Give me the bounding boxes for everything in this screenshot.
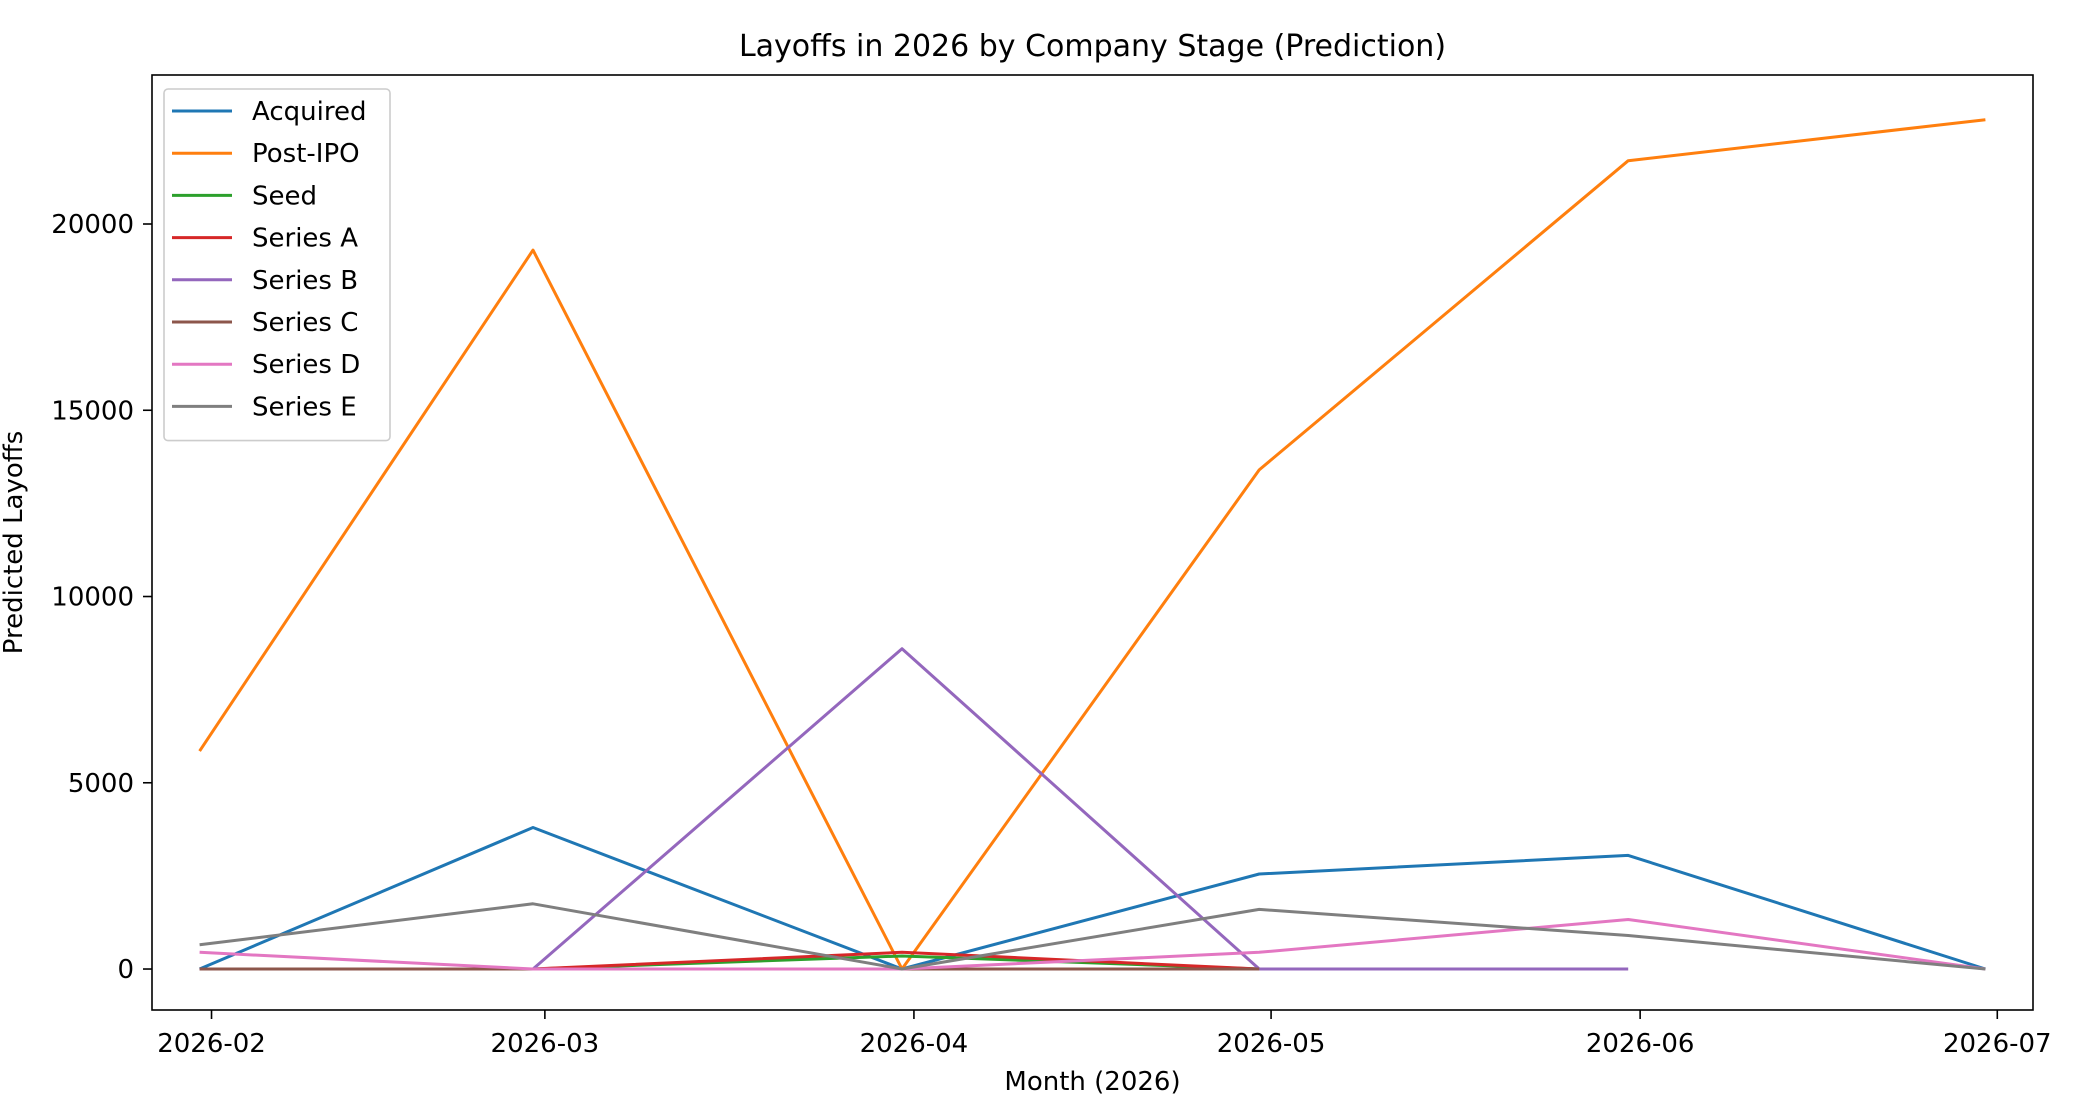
x-tick-label: 2026-04 (860, 1029, 969, 1059)
legend-label-series-d: Series D (252, 350, 360, 380)
x-tick-label: 2026-03 (491, 1029, 600, 1059)
series-lines (198, 118, 1986, 971)
legend-label-seed: Seed (252, 181, 317, 211)
series-line-series-d (199, 918, 1986, 971)
x-tick-label: 2026-07 (1943, 1029, 2052, 1059)
x-tick-label: 2026-02 (157, 1029, 266, 1059)
legend-label-post-ipo: Post-IPO (252, 139, 360, 169)
x-axis-label: Month (2026) (1004, 1067, 1180, 1097)
legend-label-series-a: Series A (252, 224, 358, 254)
legend-label-acquired: Acquired (252, 97, 366, 127)
legend-label-series-b: Series B (252, 266, 358, 296)
y-tick-label: 0 (117, 955, 134, 985)
legend-label-series-c: Series C (252, 308, 358, 338)
x-axis: 2026-02 2026-03 2026-04 2026-05 2026-06 2026-… (157, 1010, 2052, 1059)
x-tick-label: 2026-06 (1586, 1029, 1695, 1059)
legend-box (163, 88, 391, 442)
legend: Acquired Post-IPO Seed Series A Series B Seri… (163, 88, 391, 442)
y-axis: 0 5000 10000 15000 20000 (51, 210, 152, 985)
y-axis-label: Predicted Layoffs (0, 431, 29, 655)
plot-frame (151, 74, 2034, 1011)
chart-title: Layoffs in 2026 by Company Stage (Predic… (739, 29, 1446, 64)
y-tick-label: 15000 (51, 396, 134, 426)
y-tick-label: 10000 (51, 583, 134, 613)
y-tick-label: 20000 (51, 210, 134, 240)
series-line-post-ipo (198, 118, 1986, 971)
series-line-series-e (199, 902, 1986, 971)
y-tick-label: 5000 (68, 769, 134, 799)
x-tick-label: 2026-05 (1217, 1029, 1326, 1059)
series-line-acquired (199, 826, 1986, 971)
legend-label-series-e: Series E (252, 392, 357, 422)
